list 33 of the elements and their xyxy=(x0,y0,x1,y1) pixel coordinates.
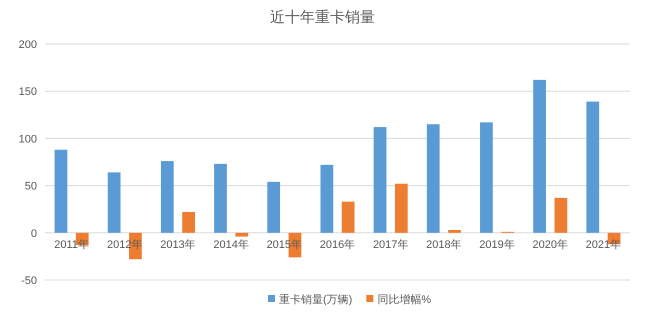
bar xyxy=(54,150,68,233)
bar xyxy=(554,198,568,233)
x-tick-label: 2020年 xyxy=(532,238,568,251)
x-tick-label: 2018年 xyxy=(426,238,462,251)
bar xyxy=(182,212,195,233)
y-tick-label: 150 xyxy=(18,86,37,98)
bar xyxy=(235,232,248,237)
x-tick-label: 2016年 xyxy=(320,238,356,251)
y-tick-label: 0 xyxy=(30,228,37,240)
chart-title: 近十年重卡销量 xyxy=(270,9,375,26)
x-tick-label: 2019年 xyxy=(479,238,515,251)
bar xyxy=(480,122,493,233)
bar xyxy=(320,164,334,233)
bar xyxy=(374,127,386,233)
bar xyxy=(586,102,600,233)
legend-label: 同比增幅% xyxy=(377,293,432,306)
bar xyxy=(160,161,174,233)
y-tick-label: -50 xyxy=(21,275,37,287)
bar xyxy=(267,182,280,233)
x-tick-label: 2014年 xyxy=(213,238,249,251)
bar xyxy=(342,202,355,233)
y-tick-label: 100 xyxy=(18,133,37,146)
legend-label: 重卡销量(万辆) xyxy=(279,293,352,306)
bar xyxy=(426,124,440,233)
bar xyxy=(533,80,546,233)
y-tick-label: 200 xyxy=(18,39,37,51)
bar xyxy=(448,230,461,233)
bar xyxy=(394,184,408,233)
bar xyxy=(108,172,121,233)
y-tick-label: 50 xyxy=(24,180,37,193)
bar xyxy=(214,164,227,233)
x-tick-label: 2013年 xyxy=(160,238,196,251)
x-tick-label: 2017年 xyxy=(372,238,408,251)
